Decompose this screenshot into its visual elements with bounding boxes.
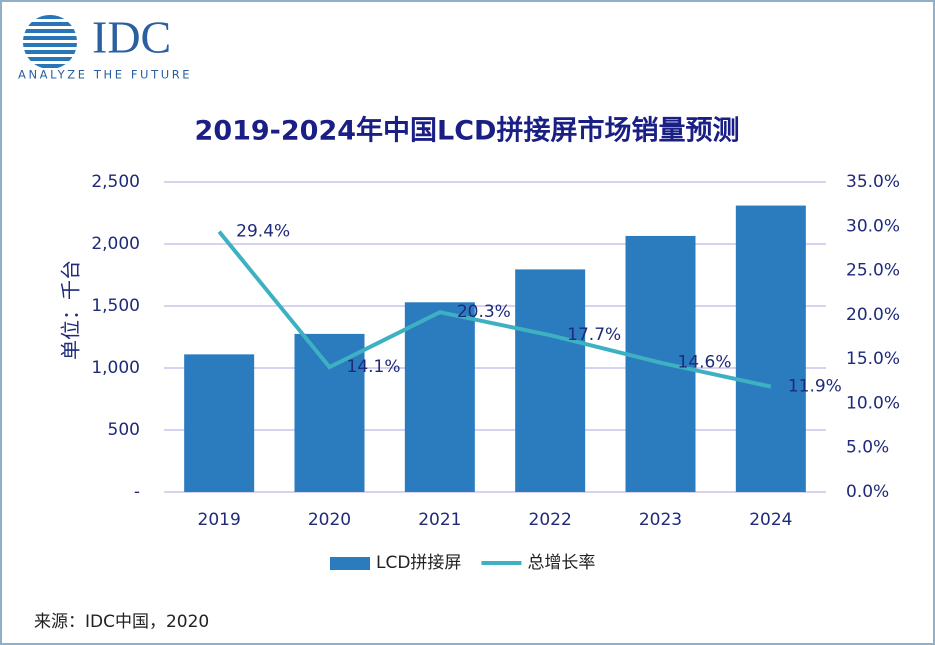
data-label: 29.4% [236,222,290,242]
x-tick-label: 2019 [198,510,241,530]
y-tick-label: 2,000 [91,234,140,254]
y2-tick-label: 30.0% [846,216,900,236]
bar [294,333,365,492]
x-tick-label: 2024 [749,510,792,530]
logo-tagline: ANALYZE THE FUTURE [18,68,192,82]
data-label: 20.3% [457,302,511,322]
y2-tick-label: 0.0% [846,482,889,502]
bar [735,205,806,492]
x-tick-label: 2023 [639,510,682,530]
data-label: 11.9% [788,377,842,397]
legend-swatch [330,557,370,570]
data-label: 17.7% [567,325,621,345]
logo-mark [23,15,77,68]
y-axis-label: 单位：千台 [59,260,83,360]
y-tick-label: 500 [108,420,140,440]
y2-tick-label: 35.0% [846,172,900,192]
source: 来源：IDC中国，2020 [34,612,209,632]
y-tick-label: 2,500 [91,172,140,192]
bar [404,302,475,492]
y2-tick-label: 15.0% [846,349,900,369]
line [217,230,772,389]
x-tick-label: 2021 [418,510,461,530]
x-tick-label: 2020 [308,510,351,530]
y2-tick-label: 5.0% [846,438,889,458]
y2-tick-label: 10.0% [846,393,900,413]
bar [184,354,255,492]
y-tick-label: 1,000 [91,358,140,378]
legend-label: LCD拼接屏 [376,553,461,573]
data-label: 14.6% [678,353,732,373]
y2-tick-label: 25.0% [846,261,900,281]
bar [515,269,586,492]
chart-title: 2019-2024年中国LCD拼接屏市场销量预测 [195,115,740,147]
legend-label: 总增长率 [527,553,595,573]
data-label: 14.1% [347,357,401,377]
y-tick-label: 1,500 [91,296,140,316]
logo-name: IDC [92,12,171,63]
y2-tick-label: 20.0% [846,305,900,325]
x-tick-label: 2022 [529,510,572,530]
y-tick-label: - [134,482,140,502]
